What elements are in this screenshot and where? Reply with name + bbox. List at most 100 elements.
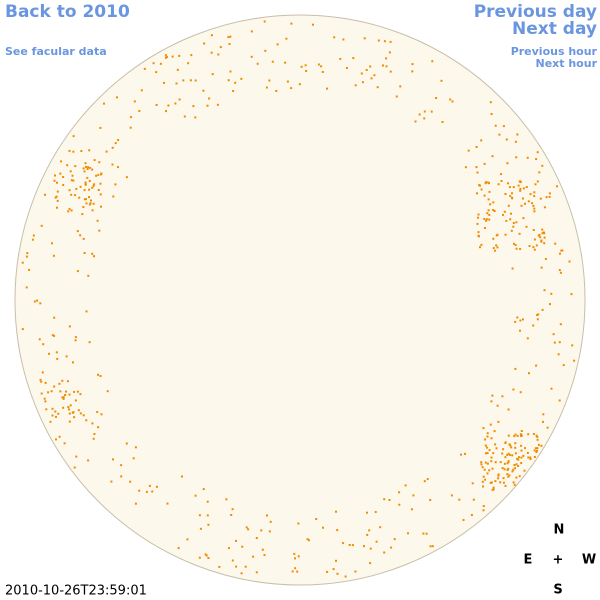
facula	[348, 544, 351, 546]
facula	[494, 480, 497, 483]
facula	[64, 394, 67, 396]
facula	[520, 204, 523, 207]
facula	[76, 390, 79, 393]
facula	[533, 210, 536, 213]
previous-day-link[interactable]: Previous day	[474, 2, 597, 22]
facula	[429, 545, 432, 548]
facula	[260, 529, 263, 532]
facula	[532, 433, 535, 435]
facula	[351, 544, 354, 547]
facular-link[interactable]: See facular data	[5, 45, 107, 58]
facula	[512, 186, 515, 189]
facula	[484, 478, 487, 481]
facula	[261, 548, 264, 551]
facula	[50, 390, 53, 393]
facula	[496, 246, 499, 249]
facula	[490, 437, 493, 440]
facula	[383, 498, 386, 501]
facula	[69, 170, 72, 173]
facula	[467, 149, 470, 152]
facula	[204, 553, 207, 556]
facula	[255, 537, 258, 539]
facula	[482, 485, 484, 488]
facula	[68, 412, 71, 415]
facula	[52, 254, 55, 257]
previous-hour-link[interactable]: Previous hour	[511, 45, 598, 58]
facula	[398, 503, 401, 506]
facula	[51, 334, 54, 337]
facula	[129, 126, 132, 129]
facula	[478, 184, 481, 187]
facula	[527, 200, 530, 203]
facula	[560, 249, 563, 252]
facula	[519, 433, 522, 436]
facula	[134, 502, 137, 505]
facula	[333, 36, 336, 39]
facula	[112, 458, 114, 461]
facula	[423, 117, 426, 120]
facula	[515, 463, 518, 466]
facula	[163, 81, 165, 84]
facula	[407, 532, 409, 535]
facula	[87, 166, 90, 169]
facula	[86, 176, 89, 179]
facula	[100, 205, 102, 208]
facula	[165, 110, 167, 113]
facula	[194, 494, 197, 497]
facula	[492, 237, 495, 240]
facula	[93, 183, 96, 186]
facula	[62, 397, 65, 400]
facula	[490, 456, 493, 459]
facula	[485, 218, 488, 221]
facula	[506, 462, 509, 465]
facula	[542, 413, 545, 416]
next-day-link[interactable]: Next day	[512, 19, 597, 39]
facula	[483, 227, 486, 229]
facula	[501, 395, 504, 398]
facula	[117, 139, 120, 141]
facula	[93, 255, 95, 258]
facula	[120, 475, 123, 478]
facula	[502, 481, 505, 484]
facula	[514, 433, 517, 436]
facula	[51, 407, 54, 410]
facula	[440, 79, 443, 82]
facula	[541, 232, 544, 235]
facula	[464, 166, 467, 169]
facula	[21, 328, 24, 331]
facula	[265, 86, 268, 89]
facula	[85, 198, 87, 201]
facula	[54, 410, 57, 413]
facula	[105, 150, 108, 153]
facula	[72, 179, 75, 182]
facula	[100, 173, 102, 176]
facula	[290, 22, 293, 25]
back-link[interactable]: Back to 2010	[5, 2, 130, 22]
facula	[133, 100, 136, 103]
facula	[26, 252, 29, 255]
facula	[354, 84, 357, 87]
facula	[507, 182, 509, 185]
facula	[450, 494, 453, 497]
facula	[345, 67, 348, 69]
facula	[268, 79, 271, 82]
facula	[69, 404, 72, 407]
facula	[571, 344, 574, 347]
facula	[536, 438, 539, 441]
facula	[540, 444, 543, 447]
facula	[502, 448, 505, 451]
facula	[399, 85, 402, 88]
facula	[352, 57, 355, 60]
facula	[540, 239, 543, 242]
facula	[519, 329, 521, 332]
next-hour-link[interactable]: Next hour	[536, 57, 598, 70]
facula	[545, 196, 548, 199]
facula	[83, 189, 86, 192]
facula	[76, 270, 79, 273]
facula	[120, 464, 123, 467]
facula	[500, 173, 502, 176]
facula	[45, 408, 48, 411]
facula	[81, 213, 84, 216]
facula	[317, 63, 320, 66]
facula	[411, 70, 414, 73]
